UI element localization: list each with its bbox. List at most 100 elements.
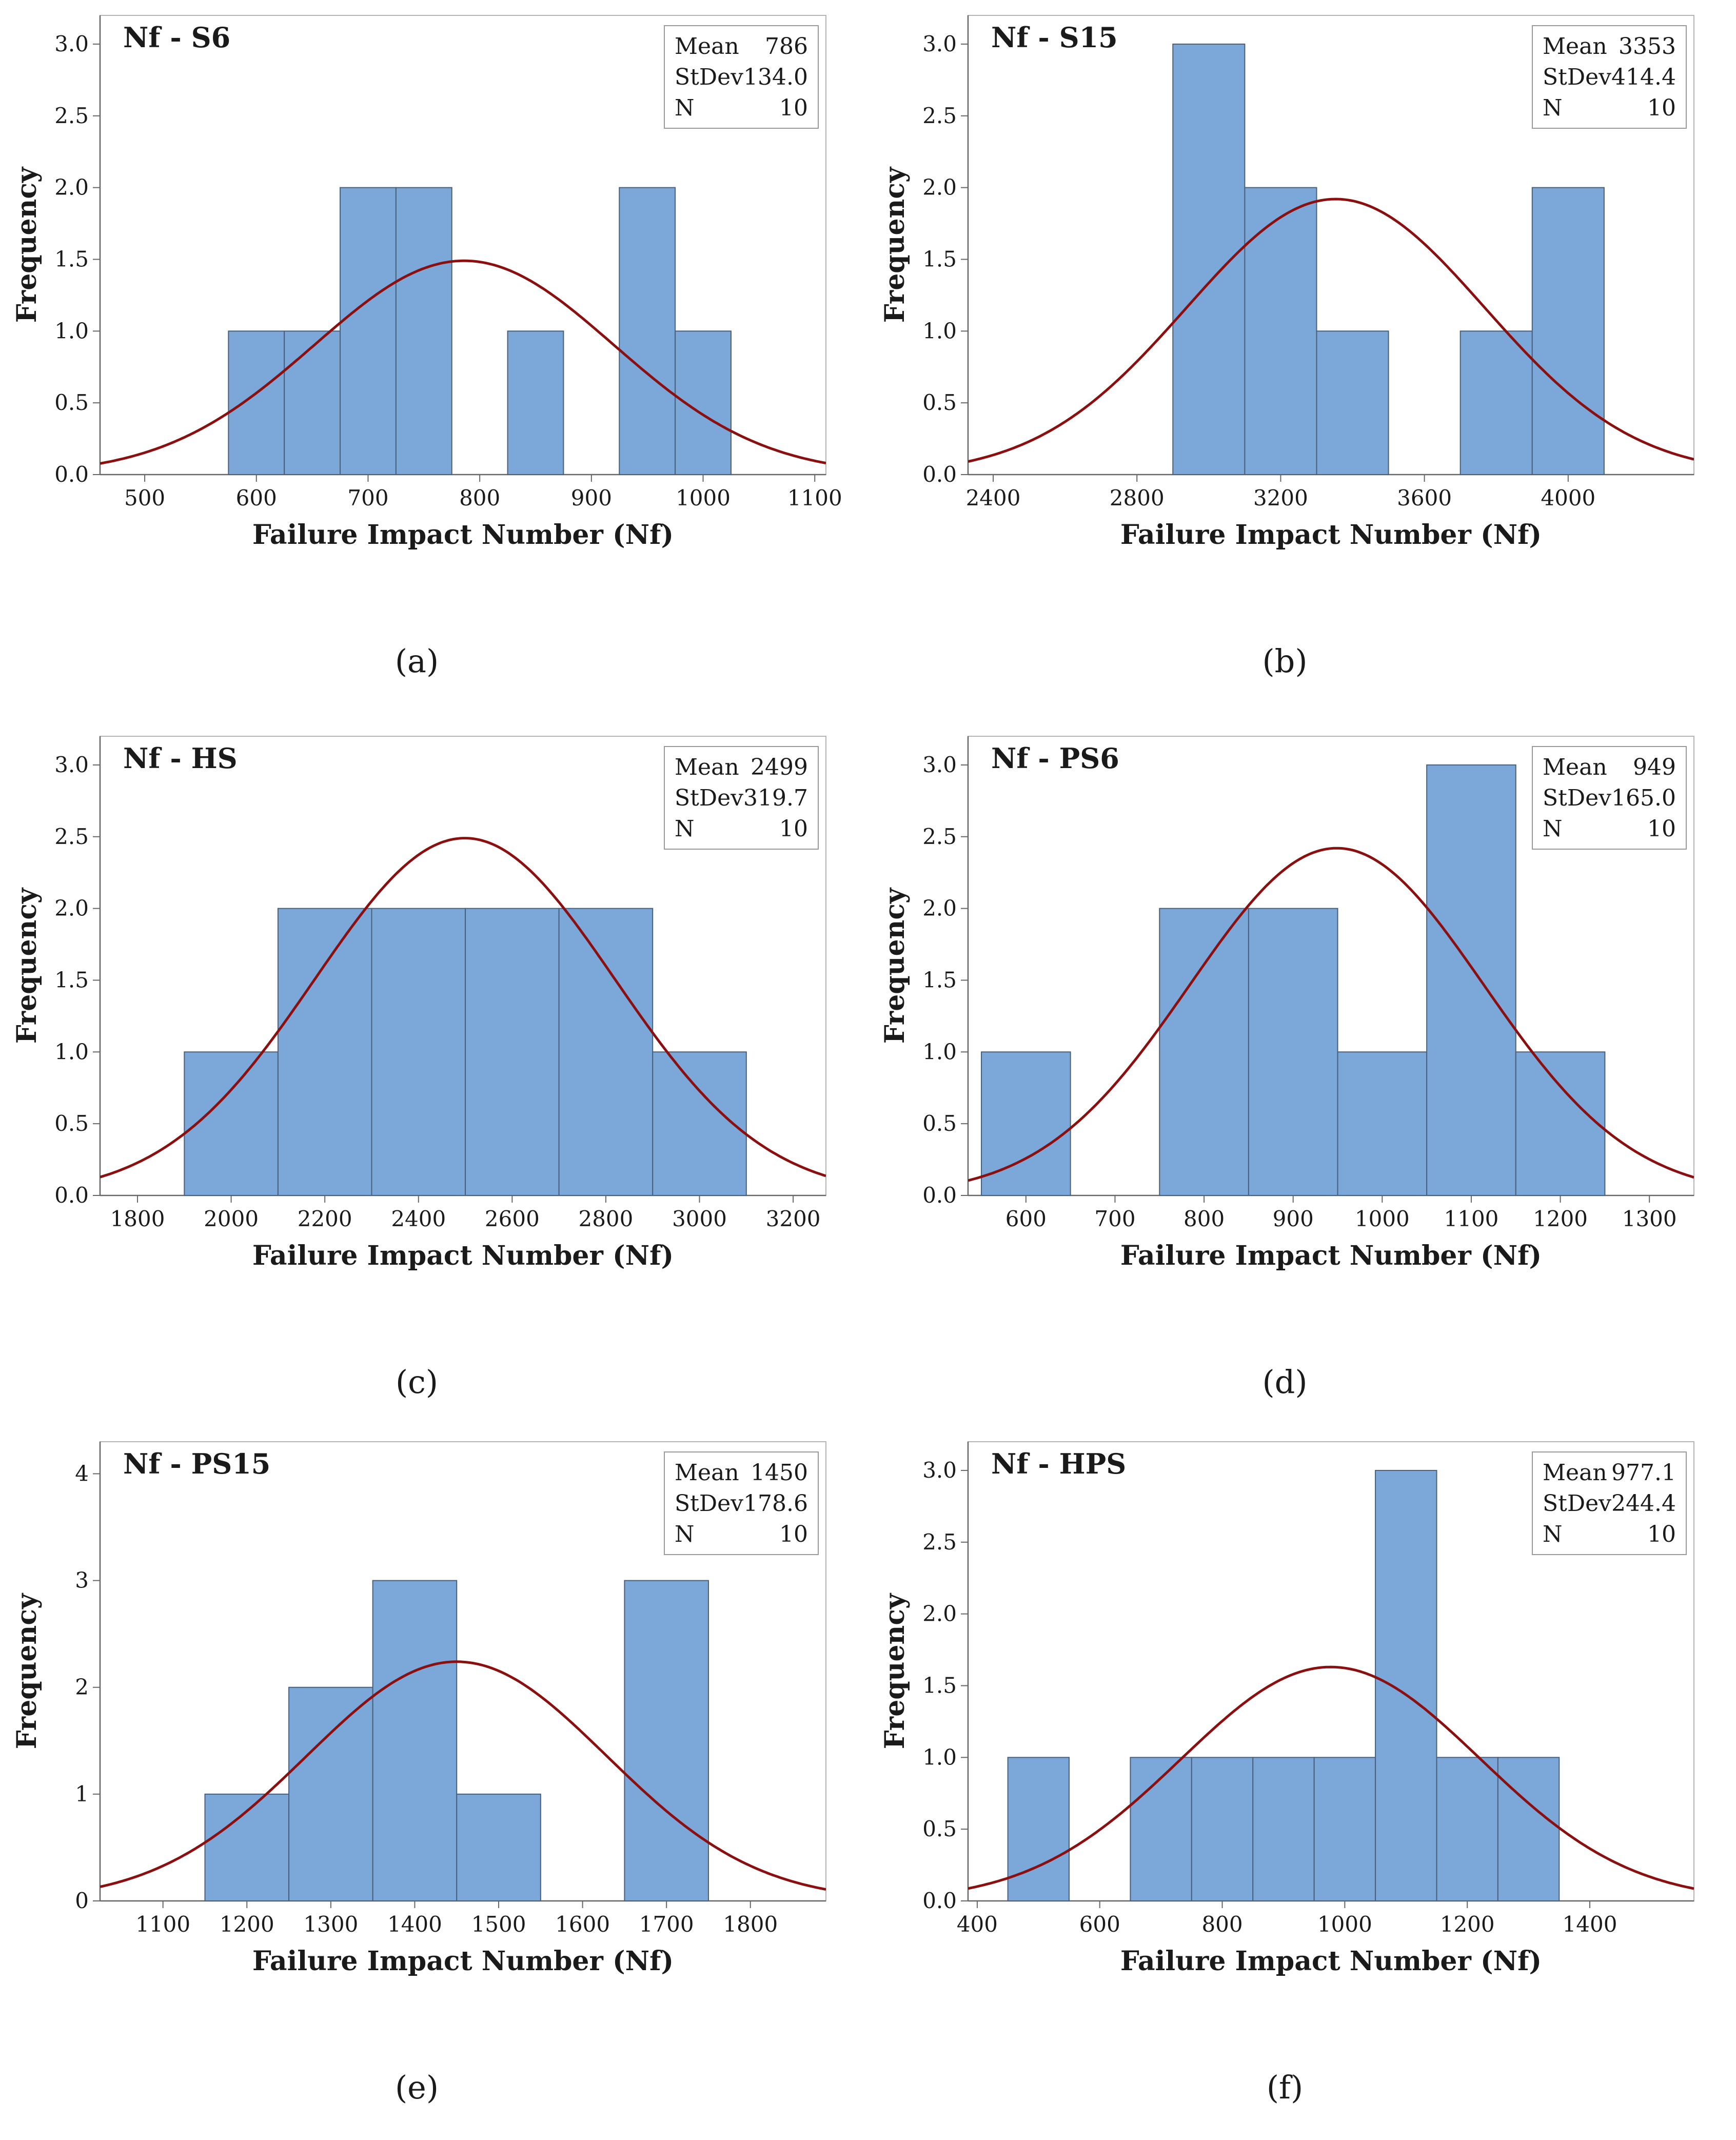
stats-legend-box bbox=[1532, 1451, 1687, 1555]
stats-mean-value: 977.1 bbox=[1611, 1460, 1676, 1486]
stats-mean-value: 3353 bbox=[1619, 33, 1676, 60]
histogram-chart-ps15: 1100 1200 1300 1400 1500 1600 1700 1800 0 1 2 3 4 Fai… bbox=[11, 1441, 826, 2106]
y-tick-label: 1.0 bbox=[54, 318, 89, 343]
stats-stdev-value: 319.7 bbox=[743, 785, 808, 811]
chart-title: Nf - HS bbox=[123, 742, 238, 775]
x-tick-label: 800 bbox=[1183, 1206, 1225, 1231]
y-tick-label: 3.0 bbox=[54, 752, 89, 777]
x-tick-label: 1400 bbox=[387, 1912, 442, 1937]
stats-legend-box bbox=[1532, 746, 1687, 850]
chart-panel-b: 2400 2800 3200 3600 4000 0.0 0.5 1.0 1.5 2.0 2.5 3.… bbox=[868, 0, 1736, 713]
x-tick-label: 800 bbox=[1201, 1912, 1242, 1937]
histogram-bar bbox=[1252, 1757, 1315, 1901]
stats-n-value: 10 bbox=[1647, 1521, 1676, 1547]
stats-mean-value: 949 bbox=[1633, 754, 1676, 780]
x-tick-label: 1800 bbox=[723, 1912, 778, 1937]
y-tick-label: 2 bbox=[75, 1675, 89, 1700]
histogram-chart-hs: 1800 2000 2200 2400 2600 2800 3000 3200 0.0 0.5 1.… bbox=[11, 736, 826, 1401]
y-axis-label: Frequency bbox=[11, 166, 43, 323]
y-tick-label: 2.5 bbox=[922, 1529, 957, 1555]
y-tick-label: 1.5 bbox=[922, 1673, 957, 1698]
y-tick-label: 3.0 bbox=[922, 752, 957, 777]
x-axis-label: Failure Impact Number (Nf) bbox=[1120, 519, 1542, 551]
x-tick-label: 1200 bbox=[220, 1912, 274, 1937]
y-axis-label: Frequency bbox=[879, 887, 911, 1044]
stats-n-value: 10 bbox=[779, 95, 808, 121]
x-tick-label: 3000 bbox=[672, 1206, 727, 1231]
chart-title: Nf - PS6 bbox=[991, 742, 1119, 775]
stats-n-label: N bbox=[675, 1521, 695, 1547]
stats-n-value: 10 bbox=[1647, 95, 1676, 121]
histogram-bar bbox=[184, 1051, 279, 1196]
panel-caption: (a) bbox=[395, 642, 439, 680]
x-tick-label: 800 bbox=[459, 485, 500, 511]
y-tick-label: 0.5 bbox=[54, 1111, 89, 1136]
chart-title: Nf - PS15 bbox=[123, 1447, 270, 1480]
normal-fit-curve bbox=[968, 847, 1694, 1182]
x-tick-label: 2400 bbox=[966, 485, 1021, 511]
x-tick-label: 3600 bbox=[1397, 485, 1452, 511]
histogram-bar bbox=[1375, 1469, 1437, 1901]
x-tick-label: 1700 bbox=[639, 1912, 694, 1937]
histogram-bar bbox=[1497, 1757, 1560, 1901]
chart-title: Nf - S6 bbox=[123, 21, 230, 54]
panel-caption: (d) bbox=[1262, 1363, 1307, 1401]
stats-stdev-label: StDev bbox=[675, 785, 743, 811]
stats-mean-label: Mean bbox=[1543, 754, 1607, 780]
x-tick-label: 3200 bbox=[766, 1206, 821, 1231]
y-tick-label: 0.5 bbox=[922, 1816, 957, 1841]
x-tick-label: 1100 bbox=[135, 1912, 190, 1937]
x-tick-label: 1300 bbox=[303, 1912, 358, 1937]
y-tick-label: 1.5 bbox=[922, 967, 957, 992]
histogram-bar bbox=[981, 1051, 1071, 1196]
x-axis-label: Failure Impact Number (Nf) bbox=[252, 1240, 674, 1271]
y-tick-label: 3.0 bbox=[922, 31, 957, 56]
y-tick-label: 2.0 bbox=[54, 175, 89, 200]
y-axis-label: Frequency bbox=[879, 166, 911, 323]
stats-mean-label: Mean bbox=[1543, 33, 1607, 60]
histogram-bar bbox=[1159, 908, 1249, 1196]
stats-n-label: N bbox=[675, 816, 695, 842]
y-tick-label: 3.0 bbox=[922, 1458, 957, 1483]
chart-panel-e: 1100 1200 1300 1400 1500 1600 1700 1800 0 1 2 3 4 Fai… bbox=[0, 1426, 868, 2139]
normal-fit-curve bbox=[100, 1660, 826, 1891]
y-tick-label: 2.0 bbox=[922, 1601, 957, 1626]
histogram-bar bbox=[624, 1580, 709, 1901]
histogram-bar bbox=[228, 330, 285, 475]
y-tick-label: 4 bbox=[75, 1461, 89, 1486]
stats-stdev-label: StDev bbox=[1543, 64, 1611, 90]
x-tick-label: 1500 bbox=[471, 1912, 526, 1937]
x-tick-label: 2000 bbox=[204, 1206, 259, 1231]
x-tick-label: 2400 bbox=[391, 1206, 446, 1231]
chart-panel-f: 400 600 800 1000 1200 1400 0.0 0.5 1.0 1.5 2.0 2.5 3… bbox=[868, 1426, 1736, 2139]
x-tick-label: 1300 bbox=[1622, 1206, 1677, 1231]
stats-legend-box bbox=[664, 1451, 819, 1555]
x-tick-label: 600 bbox=[1079, 1912, 1120, 1937]
histogram-bar bbox=[1191, 1757, 1254, 1901]
stats-mean-value: 1450 bbox=[751, 1460, 808, 1486]
histogram-bar bbox=[277, 908, 372, 1196]
y-tick-label: 0.0 bbox=[54, 462, 89, 487]
x-axis-label: Failure Impact Number (Nf) bbox=[252, 519, 674, 551]
stats-mean-label: Mean bbox=[675, 754, 739, 780]
y-tick-label: 0.0 bbox=[922, 462, 957, 487]
y-tick-label: 1.5 bbox=[54, 246, 89, 271]
normal-fit-curve bbox=[968, 198, 1694, 463]
y-tick-label: 1.0 bbox=[54, 1039, 89, 1064]
y-tick-label: 1.0 bbox=[922, 1744, 957, 1770]
chart-title: Nf - HPS bbox=[991, 1447, 1126, 1480]
stats-mean-label: Mean bbox=[675, 33, 739, 60]
y-tick-label: 2.5 bbox=[922, 103, 957, 128]
histogram-bar bbox=[395, 187, 452, 475]
histogram-bar bbox=[652, 1051, 747, 1196]
x-tick-label: 2600 bbox=[485, 1206, 540, 1231]
histogram-bar bbox=[619, 187, 676, 475]
y-axis-label: Frequency bbox=[11, 887, 43, 1044]
histogram-bar bbox=[340, 187, 397, 475]
histogram-bar bbox=[1007, 1757, 1070, 1901]
chart-panel-c: 1800 2000 2200 2400 2600 2800 3000 3200 0.0 0.5 1.… bbox=[0, 721, 868, 1434]
x-tick-label: 600 bbox=[1005, 1206, 1047, 1231]
y-tick-label: 2.0 bbox=[922, 896, 957, 921]
x-tick-label: 1000 bbox=[676, 485, 731, 511]
x-tick-label: 1000 bbox=[1355, 1206, 1410, 1231]
